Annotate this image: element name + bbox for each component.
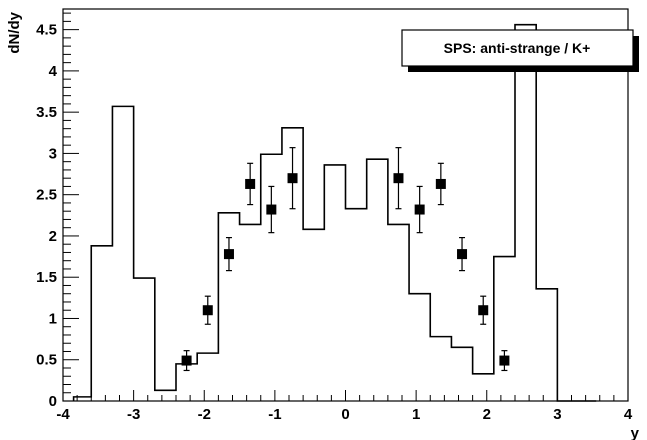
x-tick-label: 4 [624, 406, 633, 423]
point-marker [499, 355, 510, 366]
y-tick-label: 2.5 [36, 187, 57, 204]
data-point [499, 350, 510, 372]
y-tick-label: 0.5 [36, 352, 57, 369]
x-tick-label: -1 [268, 406, 281, 423]
y-tick-label: 1 [49, 310, 57, 327]
x-tick-label: 2 [483, 406, 491, 423]
x-tick-label: 0 [341, 406, 349, 423]
point-marker [266, 204, 277, 215]
x-tick-label: 1 [412, 406, 420, 423]
legend: SPS: anti-strange / K+ [401, 29, 639, 72]
axes: -4 -3 -2 -1 0 1 2 3 4 0 0.5 1 1.5 2 2.5 3 3.5 4 4.5 [36, 8, 633, 423]
point-marker [393, 173, 404, 184]
data-point [435, 162, 446, 206]
point-marker [181, 355, 192, 366]
histogram [72, 23, 597, 402]
y-axis-title: dN/dy [6, 11, 23, 53]
data-points [181, 147, 510, 372]
data-point [181, 350, 192, 372]
y-tick-label: 4.5 [36, 22, 57, 39]
point-marker [478, 305, 489, 316]
y-tick-label: 2 [49, 228, 57, 245]
point-marker [202, 305, 213, 316]
x-tick-label: 3 [553, 406, 561, 423]
data-point [414, 185, 425, 234]
data-point [393, 147, 404, 210]
data-point [478, 295, 489, 325]
point-marker [287, 173, 298, 184]
data-point [457, 236, 468, 272]
y-tick-label: 3 [49, 145, 57, 162]
x-tick-label: -4 [56, 406, 70, 423]
histogram-line [72, 23, 597, 402]
data-point [202, 295, 213, 325]
data-point [266, 185, 277, 234]
data-point [245, 162, 256, 206]
data-point [287, 147, 298, 210]
point-marker [245, 178, 256, 189]
point-marker [457, 249, 468, 260]
data-point [223, 236, 234, 272]
point-marker [223, 249, 234, 260]
point-marker [414, 204, 425, 215]
point-marker [435, 178, 446, 189]
x-axis-title: y [631, 425, 640, 440]
y-tick-label: 0 [49, 393, 57, 410]
y-tick-label: 4 [49, 63, 58, 80]
legend-text: SPS: anti-strange / K+ [444, 40, 591, 56]
x-tick-label: -3 [127, 406, 140, 423]
y-tick-label: 3.5 [36, 104, 57, 121]
legend-box [401, 29, 634, 67]
y-tick-label: 1.5 [36, 269, 57, 286]
x-tick-label: -2 [198, 406, 211, 423]
